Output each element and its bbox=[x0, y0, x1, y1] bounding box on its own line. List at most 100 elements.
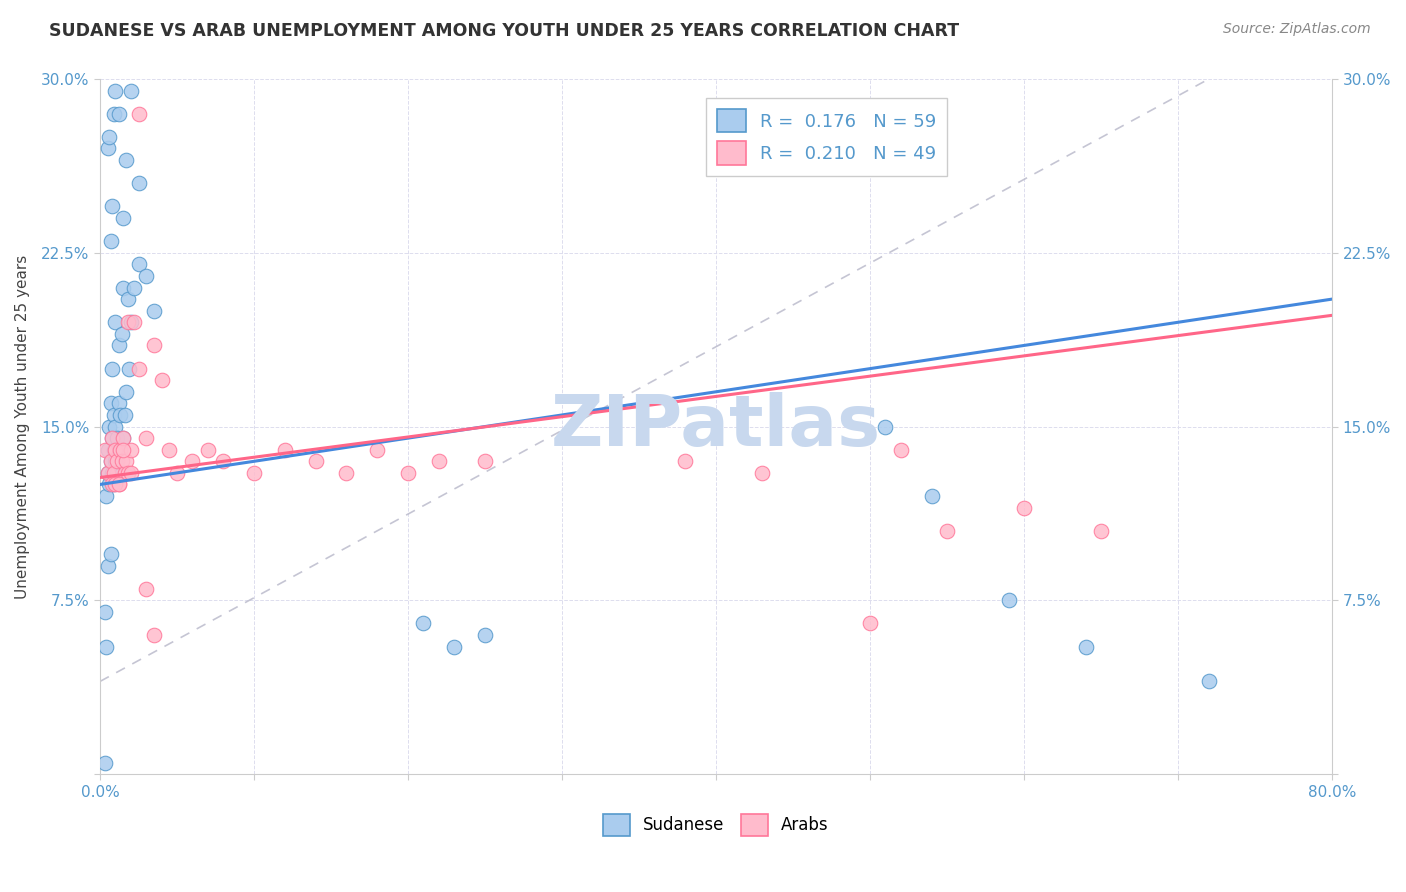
Point bbox=[751, 466, 773, 480]
Point bbox=[135, 431, 157, 445]
Point bbox=[93, 605, 115, 619]
Text: Source: ZipAtlas.com: Source: ZipAtlas.com bbox=[1223, 22, 1371, 37]
Point bbox=[120, 466, 142, 480]
Point bbox=[197, 442, 219, 457]
Point bbox=[1074, 640, 1097, 654]
Text: SUDANESE VS ARAB UNEMPLOYMENT AMONG YOUTH UNDER 25 YEARS CORRELATION CHART: SUDANESE VS ARAB UNEMPLOYMENT AMONG YOUT… bbox=[49, 22, 959, 40]
Point bbox=[100, 547, 122, 561]
Point bbox=[107, 338, 129, 352]
Point bbox=[120, 442, 142, 457]
Point bbox=[98, 129, 121, 144]
Point bbox=[104, 454, 127, 468]
Point bbox=[120, 84, 142, 98]
Point bbox=[100, 234, 122, 248]
Point bbox=[97, 466, 120, 480]
Point bbox=[117, 292, 139, 306]
Point bbox=[103, 107, 125, 121]
Point bbox=[890, 442, 912, 457]
Point bbox=[103, 477, 125, 491]
Point bbox=[150, 373, 173, 387]
Point bbox=[100, 454, 122, 468]
Text: ZIPatlas: ZIPatlas bbox=[551, 392, 882, 461]
Point bbox=[443, 640, 465, 654]
Point bbox=[122, 315, 145, 329]
Point bbox=[135, 268, 157, 283]
Point bbox=[875, 419, 897, 434]
Point bbox=[921, 489, 943, 503]
Point bbox=[157, 442, 180, 457]
Point bbox=[105, 431, 128, 445]
Point bbox=[112, 431, 135, 445]
Point bbox=[103, 442, 125, 457]
Point bbox=[412, 616, 434, 631]
Point bbox=[101, 477, 124, 491]
Point bbox=[108, 442, 131, 457]
Point bbox=[112, 442, 135, 457]
Point bbox=[100, 454, 122, 468]
Point bbox=[366, 442, 388, 457]
Point bbox=[104, 442, 127, 457]
Point bbox=[335, 466, 357, 480]
Point bbox=[97, 141, 120, 155]
Point bbox=[115, 454, 138, 468]
Point bbox=[243, 466, 266, 480]
Point bbox=[104, 477, 127, 491]
Point bbox=[474, 628, 496, 642]
Point bbox=[110, 454, 132, 468]
Legend: Sudanese, Arabs: Sudanese, Arabs bbox=[596, 807, 835, 842]
Point bbox=[110, 326, 132, 341]
Point bbox=[112, 280, 135, 294]
Point bbox=[93, 442, 115, 457]
Point bbox=[1012, 500, 1035, 515]
Point bbox=[166, 466, 188, 480]
Point bbox=[135, 582, 157, 596]
Point bbox=[101, 431, 124, 445]
Point bbox=[673, 454, 696, 468]
Point bbox=[112, 211, 135, 225]
Point bbox=[104, 419, 127, 434]
Point bbox=[118, 361, 141, 376]
Y-axis label: Unemployment Among Youth under 25 years: Unemployment Among Youth under 25 years bbox=[15, 254, 30, 599]
Point bbox=[98, 477, 121, 491]
Point bbox=[997, 593, 1019, 607]
Point bbox=[181, 454, 204, 468]
Point bbox=[107, 477, 129, 491]
Point bbox=[105, 466, 128, 480]
Point bbox=[104, 84, 127, 98]
Point bbox=[104, 315, 127, 329]
Point bbox=[859, 616, 882, 631]
Point bbox=[427, 454, 450, 468]
Point bbox=[108, 442, 131, 457]
Point bbox=[114, 408, 136, 422]
Point bbox=[97, 442, 120, 457]
Point bbox=[98, 419, 121, 434]
Point bbox=[101, 431, 124, 445]
Point bbox=[117, 466, 139, 480]
Point bbox=[105, 454, 128, 468]
Point bbox=[128, 257, 150, 271]
Point bbox=[304, 454, 326, 468]
Point bbox=[128, 176, 150, 190]
Point bbox=[115, 153, 138, 167]
Point bbox=[103, 408, 125, 422]
Point bbox=[101, 199, 124, 213]
Point bbox=[274, 442, 297, 457]
Point bbox=[142, 628, 165, 642]
Point bbox=[474, 454, 496, 468]
Point bbox=[107, 107, 129, 121]
Point bbox=[117, 315, 139, 329]
Point bbox=[110, 466, 132, 480]
Point bbox=[128, 107, 150, 121]
Point bbox=[97, 558, 120, 573]
Point bbox=[1090, 524, 1112, 538]
Point bbox=[142, 338, 165, 352]
Point bbox=[112, 431, 135, 445]
Point bbox=[115, 384, 138, 399]
Point bbox=[107, 477, 129, 491]
Point bbox=[96, 640, 118, 654]
Point bbox=[114, 466, 136, 480]
Point bbox=[100, 396, 122, 410]
Point bbox=[1198, 674, 1220, 689]
Point bbox=[93, 756, 115, 770]
Point bbox=[108, 408, 131, 422]
